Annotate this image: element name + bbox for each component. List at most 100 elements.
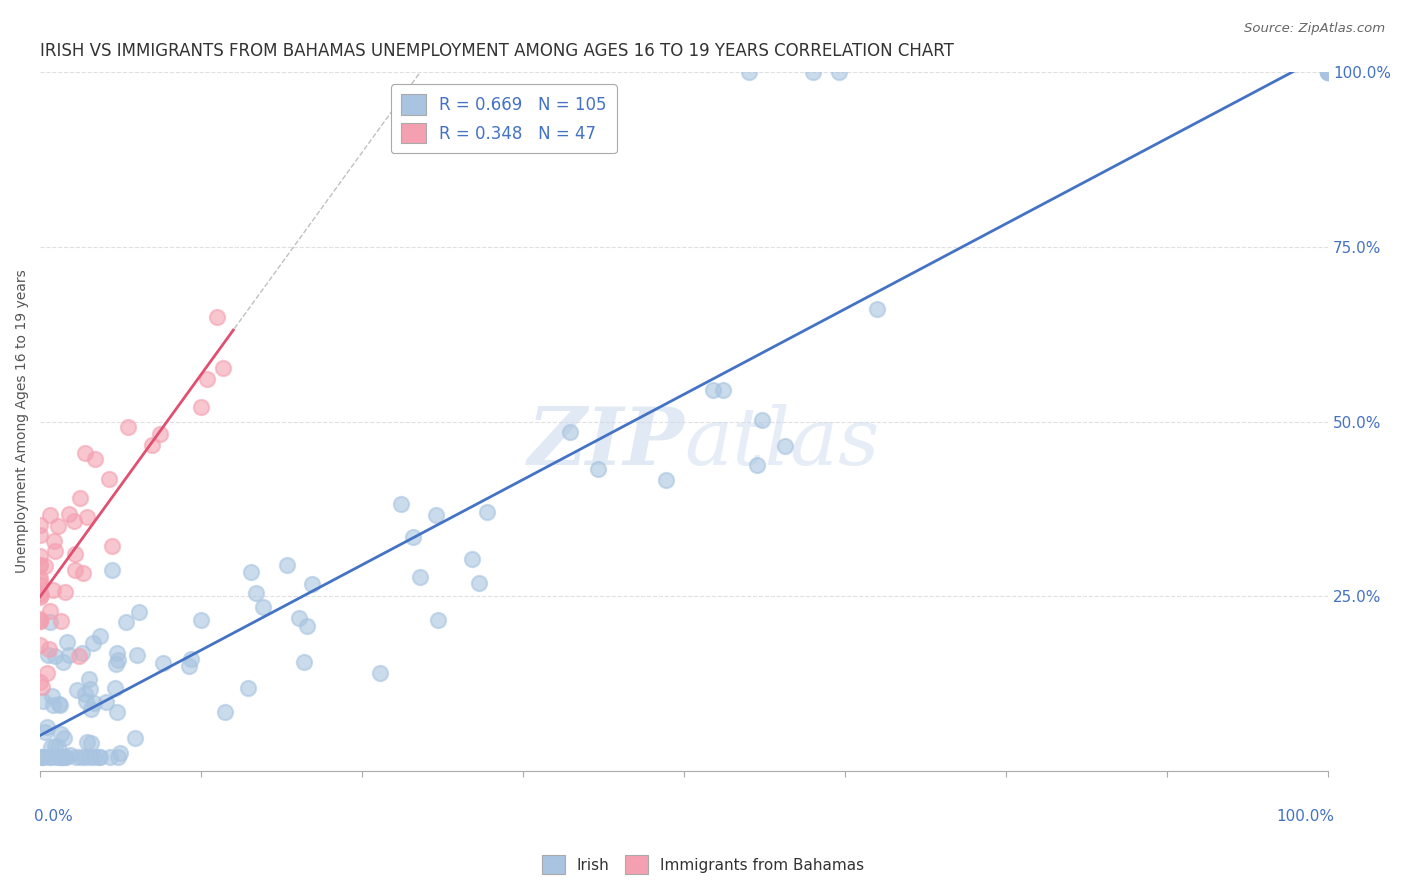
- Point: [100, 539, 122, 553]
- Point: [44, 739, 66, 754]
- Point: [46, 740, 69, 755]
- Point: [98, 472, 121, 486]
- Point: [51, 655, 73, 669]
- Point: [30, 612, 52, 626]
- Point: [83, 696, 105, 710]
- Legend: R = 0.669   N = 105, R = 0.348   N = 47: R = 0.669 N = 105, R = 0.348 N = 47: [391, 84, 617, 153]
- Point: [41, 689, 63, 703]
- Point: [141, 438, 163, 452]
- Point: [702, 383, 724, 397]
- Point: [98, 749, 121, 764]
- Point: [42, 533, 65, 548]
- Point: [107, 749, 129, 764]
- Point: [42, 582, 65, 597]
- Point: [292, 655, 315, 669]
- Point: [239, 565, 262, 579]
- Point: [180, 652, 202, 666]
- Point: [1317, 65, 1340, 79]
- Point: [245, 586, 267, 600]
- Point: [30, 528, 52, 542]
- Point: [73, 749, 96, 764]
- Point: [30, 549, 52, 564]
- Point: [39, 604, 62, 618]
- Point: [83, 452, 105, 467]
- Point: [63, 547, 86, 561]
- Point: [775, 438, 797, 452]
- Point: [104, 657, 127, 671]
- Point: [34, 725, 56, 739]
- Point: [66, 682, 89, 697]
- Point: [89, 629, 111, 643]
- Point: [53, 731, 76, 746]
- Point: [115, 615, 138, 629]
- Point: [558, 425, 581, 439]
- Point: [87, 749, 110, 764]
- Point: [53, 749, 76, 764]
- Point: [711, 384, 734, 398]
- Point: [745, 458, 768, 472]
- Point: [177, 658, 200, 673]
- Point: [117, 420, 139, 434]
- Text: ZIP: ZIP: [527, 404, 685, 482]
- Point: [49, 698, 72, 712]
- Text: atlas: atlas: [685, 404, 880, 482]
- Point: [31, 749, 53, 764]
- Point: [39, 749, 62, 764]
- Point: [427, 613, 450, 627]
- Point: [49, 727, 72, 741]
- Point: [751, 413, 773, 427]
- Point: [1317, 65, 1340, 79]
- Point: [51, 615, 73, 629]
- Point: [297, 618, 319, 632]
- Point: [30, 675, 52, 690]
- Point: [31, 694, 53, 708]
- Point: [30, 517, 52, 532]
- Point: [190, 400, 212, 414]
- Point: [75, 693, 97, 707]
- Point: [475, 505, 498, 519]
- Point: [149, 426, 172, 441]
- Point: [30, 614, 52, 628]
- Point: [59, 747, 82, 762]
- Point: [105, 705, 128, 719]
- Point: [42, 698, 65, 713]
- Point: [467, 576, 489, 591]
- Text: 0.0%: 0.0%: [34, 809, 73, 824]
- Point: [461, 551, 484, 566]
- Point: [58, 648, 80, 663]
- Point: [30, 574, 52, 588]
- Point: [1317, 65, 1340, 79]
- Point: [288, 610, 311, 624]
- Point: [276, 558, 298, 573]
- Point: [389, 497, 412, 511]
- Point: [51, 749, 73, 764]
- Point: [69, 749, 91, 764]
- Point: [51, 749, 73, 764]
- Point: [35, 666, 58, 681]
- Point: [37, 648, 59, 663]
- Point: [45, 749, 67, 764]
- Point: [252, 599, 274, 614]
- Point: [96, 695, 118, 709]
- Point: [409, 570, 432, 584]
- Point: [301, 577, 323, 591]
- Point: [46, 518, 69, 533]
- Point: [79, 749, 101, 764]
- Point: [212, 361, 235, 376]
- Point: [63, 563, 86, 577]
- Point: [31, 749, 53, 764]
- Point: [737, 65, 759, 79]
- Point: [80, 736, 103, 750]
- Point: [38, 508, 60, 522]
- Point: [69, 491, 91, 505]
- Point: [65, 749, 87, 764]
- Point: [48, 697, 70, 711]
- Point: [62, 514, 84, 528]
- Point: [79, 682, 101, 697]
- Point: [205, 310, 228, 324]
- Point: [801, 65, 824, 79]
- Point: [866, 302, 889, 317]
- Point: [39, 615, 62, 630]
- Point: [34, 558, 56, 573]
- Point: [58, 507, 80, 521]
